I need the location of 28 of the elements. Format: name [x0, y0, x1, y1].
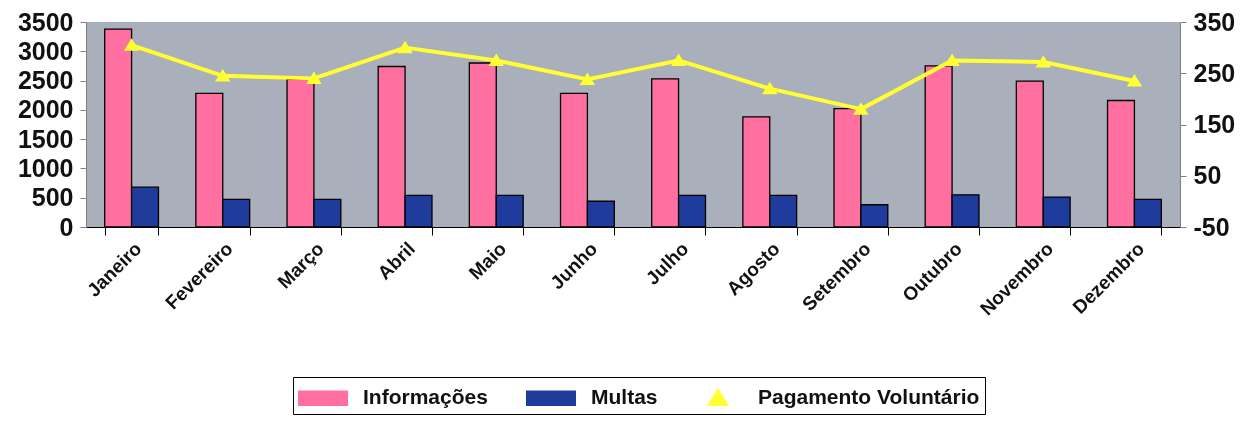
point [488, 53, 504, 67]
point [306, 71, 322, 84]
legend-label: Multas [591, 385, 658, 409]
y-tick-label: 0 [59, 212, 74, 241]
y-tick-label: 500 [31, 183, 74, 212]
y2-tick-label: 150 [1193, 110, 1236, 138]
point [762, 81, 778, 95]
point [123, 38, 140, 51]
point [1126, 74, 1143, 87]
point [670, 53, 687, 67]
point [579, 72, 596, 85]
point [1035, 55, 1051, 68]
legend-label: Informações [363, 385, 488, 409]
y-tick-label: 2500 [17, 66, 74, 95]
point [944, 53, 960, 67]
point [853, 102, 869, 115]
legend-label: Pagamento Voluntário [758, 385, 980, 409]
y2-tick-label: 50 [1193, 161, 1222, 190]
y2-tick-label: 250 [1193, 58, 1236, 87]
y-tick-label: 2000 [17, 95, 74, 124]
y2-tick-label: -50 [1193, 212, 1230, 241]
y-tick-label: 1000 [17, 153, 74, 182]
y-tick-label: 3500 [17, 7, 74, 36]
point [215, 68, 231, 82]
y2-tick-label: 350 [1193, 7, 1236, 36]
y-tick-label: 1500 [17, 124, 74, 153]
y-tick-label: 3000 [17, 36, 74, 65]
point [397, 40, 413, 54]
